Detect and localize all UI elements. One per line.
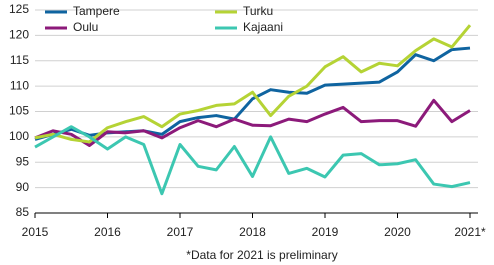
- legend-label: Oulu: [73, 20, 98, 34]
- footnote: *Data for 2021 is preliminary: [186, 248, 337, 262]
- x-tick-label: 2015: [22, 225, 49, 239]
- legend-label: Turku: [243, 4, 273, 18]
- line-series: [34, 98, 471, 148]
- y-tick-label: 110: [10, 78, 29, 92]
- y-tick-label: 85: [16, 205, 30, 219]
- y-tick-label: 105: [9, 104, 29, 118]
- x-tick-label: 2020: [384, 225, 411, 239]
- x-tick-label: 2021*: [454, 225, 486, 239]
- x-tick-label: 2019: [312, 225, 339, 239]
- y-tick-label: 90: [16, 180, 30, 194]
- x-tick-label: 2018: [239, 225, 266, 239]
- y-tick-label: 95: [16, 154, 30, 168]
- y-tick-label: 125: [9, 2, 29, 16]
- y-tick-label: 115: [10, 53, 29, 67]
- line-series: [34, 125, 471, 196]
- y-tick-label: 120: [9, 28, 29, 42]
- x-tick-label: 2017: [167, 225, 194, 239]
- line-series: [34, 24, 472, 144]
- x-tick-label: 2016: [94, 225, 121, 239]
- legend-label: Tampere: [73, 4, 120, 18]
- legend-label: Kajaani: [243, 20, 283, 34]
- y-tick-label: 100: [9, 129, 29, 143]
